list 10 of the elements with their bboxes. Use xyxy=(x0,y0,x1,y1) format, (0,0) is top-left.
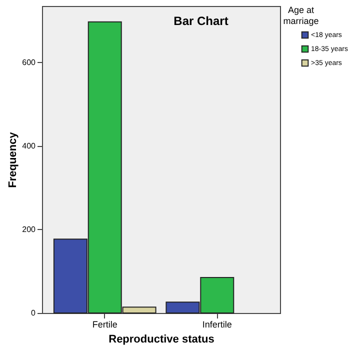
y-tick-label: 600 xyxy=(22,58,36,67)
x-tick-label: Infertile xyxy=(202,320,232,330)
x-tick-label: Fertile xyxy=(92,320,118,330)
x-axis-title: Reproductive status xyxy=(108,334,214,346)
y-axis-title: Frequency xyxy=(7,131,20,188)
y-tick-label: 200 xyxy=(22,224,36,234)
text: Bar Chart xyxy=(174,14,228,28)
y-tick-label: 400 xyxy=(22,141,36,150)
y-tick-label: 0 xyxy=(31,308,36,318)
legend-title: Age at marriage xyxy=(283,5,319,26)
